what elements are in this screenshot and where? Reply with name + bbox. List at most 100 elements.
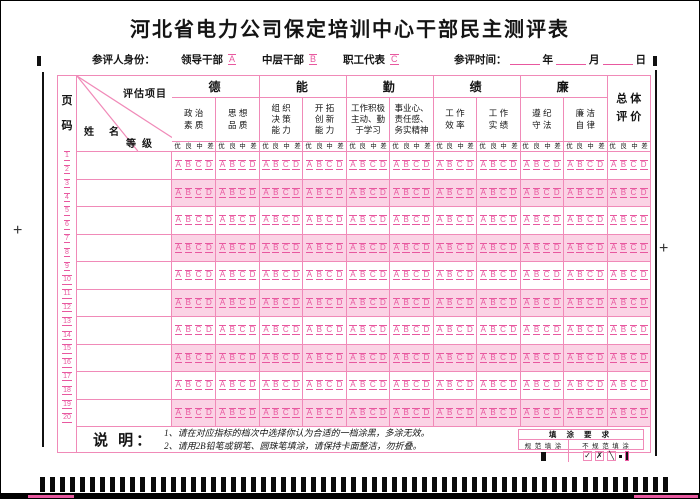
bubble-B[interactable]: B (532, 407, 541, 418)
bubble-A[interactable]: A (523, 380, 531, 391)
bubble-C[interactable]: C (194, 160, 203, 171)
bubble-D[interactable]: D (422, 187, 431, 198)
bubble-D[interactable]: D (639, 297, 648, 308)
page-number-bubble[interactable]: 1 (64, 151, 70, 161)
bubble-A[interactable]: A (436, 215, 444, 226)
bubble-C[interactable]: C (412, 352, 421, 363)
bubble-C[interactable]: C (194, 380, 203, 391)
page-number-bubble[interactable]: 4 (64, 192, 70, 202)
bubble-D[interactable]: D (509, 325, 518, 336)
bubble-B[interactable]: B (272, 270, 280, 281)
bubble-C[interactable]: C (499, 160, 507, 171)
bubble-C[interactable]: C (281, 407, 290, 418)
bubble-A[interactable]: A (436, 380, 444, 391)
bubble-B[interactable]: B (445, 380, 454, 391)
bubble-C[interactable]: C (586, 215, 594, 226)
bubble-C[interactable]: C (368, 325, 377, 336)
bubble-B[interactable]: B (228, 270, 237, 281)
bubble-A[interactable]: A (262, 325, 270, 336)
bubble-A[interactable]: A (174, 352, 182, 363)
bubble-D[interactable]: D (639, 325, 648, 336)
bubble-A[interactable]: A (349, 215, 357, 226)
bubble-A[interactable]: A (609, 352, 618, 363)
bubble-B[interactable]: B (619, 380, 628, 391)
bubble-A[interactable]: A (305, 215, 314, 226)
bubble-B[interactable]: B (445, 187, 454, 198)
name-cell[interactable] (77, 234, 172, 261)
bubble-A[interactable]: A (609, 215, 618, 226)
bubble-B[interactable]: B (184, 270, 192, 281)
bubble-A[interactable]: A (305, 325, 314, 336)
bubble-C[interactable]: C (629, 187, 638, 198)
bubble-A[interactable]: A (262, 242, 270, 253)
bubble-A[interactable]: A (566, 407, 574, 418)
bubble-C[interactable]: C (542, 297, 551, 308)
bubble-A[interactable]: A (436, 270, 444, 281)
bubble-B[interactable]: B (184, 297, 192, 308)
bubble-B[interactable]: B (272, 215, 280, 226)
bubble-C[interactable]: C (629, 297, 638, 308)
bubble-C[interactable]: C (629, 380, 638, 391)
bubble-B[interactable]: B (272, 297, 280, 308)
bubble-B[interactable]: B (576, 352, 584, 363)
bubble-A[interactable]: A (392, 297, 401, 308)
bubble-D[interactable]: D (205, 270, 213, 281)
bubble-B[interactable]: B (315, 187, 323, 198)
bubble-B[interactable]: B (359, 407, 367, 418)
bubble-B[interactable]: B (184, 380, 192, 391)
bubble-D[interactable]: D (596, 380, 605, 391)
bubble-A[interactable]: A (523, 407, 531, 418)
bubble-B[interactable]: B (228, 352, 237, 363)
bubble-C[interactable]: C (412, 270, 421, 281)
bubble-A[interactable]: A (305, 270, 314, 281)
bubble-D[interactable]: D (248, 352, 257, 363)
bubble-B[interactable]: B (532, 215, 541, 226)
bubble-B[interactable]: B (228, 215, 237, 226)
page-number-bubble[interactable]: 15 (62, 344, 72, 354)
bubble-A[interactable]: A (566, 242, 574, 253)
bubble-C[interactable]: C (412, 215, 421, 226)
bubble-C[interactable]: C (325, 325, 334, 336)
bubble-D[interactable]: D (552, 160, 561, 171)
bubble-B[interactable]: B (359, 187, 367, 198)
name-cell[interactable] (77, 207, 172, 234)
bubble-A[interactable]: A (566, 160, 574, 171)
bubble-D[interactable]: D (292, 215, 300, 226)
bubble-D[interactable]: D (509, 187, 518, 198)
bubble-B[interactable]: B (402, 160, 410, 171)
bubble-A[interactable]: A (479, 352, 487, 363)
name-cell[interactable] (77, 179, 172, 206)
bubble-B[interactable]: B (315, 380, 323, 391)
bubble-D[interactable]: D (552, 242, 561, 253)
page-number-bubble[interactable]: 8 (64, 247, 70, 258)
bubble-C[interactable]: C (238, 215, 247, 226)
bubble-A[interactable]: A (566, 297, 574, 308)
bubble-D[interactable]: D (248, 325, 257, 336)
bubble-A[interactable]: A (609, 407, 618, 418)
bubble-D[interactable]: D (465, 352, 474, 363)
bubble-D[interactable]: D (335, 215, 344, 226)
bubble-D[interactable]: D (379, 325, 387, 336)
bubble-A[interactable]: A (305, 242, 314, 253)
bubble-A[interactable]: A (349, 352, 357, 363)
bubble-A[interactable]: A (262, 187, 270, 198)
bubble-D[interactable]: D (552, 352, 561, 363)
bubble-B[interactable]: B (315, 270, 323, 281)
bubble-A[interactable]: A (305, 380, 314, 391)
bubble-C[interactable]: C (194, 325, 203, 336)
bubble-A[interactable]: A (523, 297, 531, 308)
bubble-C[interactable]: C (542, 325, 551, 336)
bubble-B[interactable]: B (532, 297, 541, 308)
bubble-C[interactable]: C (412, 380, 421, 391)
bubble-C[interactable]: C (281, 352, 290, 363)
bubble-A[interactable]: A (479, 407, 487, 418)
bubble-D[interactable]: D (552, 325, 561, 336)
bubble-D[interactable]: D (292, 407, 300, 418)
bubble-D[interactable]: D (379, 242, 387, 253)
bubble-C[interactable]: C (455, 215, 464, 226)
bubble-A[interactable]: A (174, 215, 182, 226)
bubble-C[interactable]: C (194, 407, 203, 418)
bubble-D[interactable]: D (205, 380, 213, 391)
bubble-A[interactable]: A (523, 215, 531, 226)
bubble-A[interactable]: A (392, 215, 401, 226)
